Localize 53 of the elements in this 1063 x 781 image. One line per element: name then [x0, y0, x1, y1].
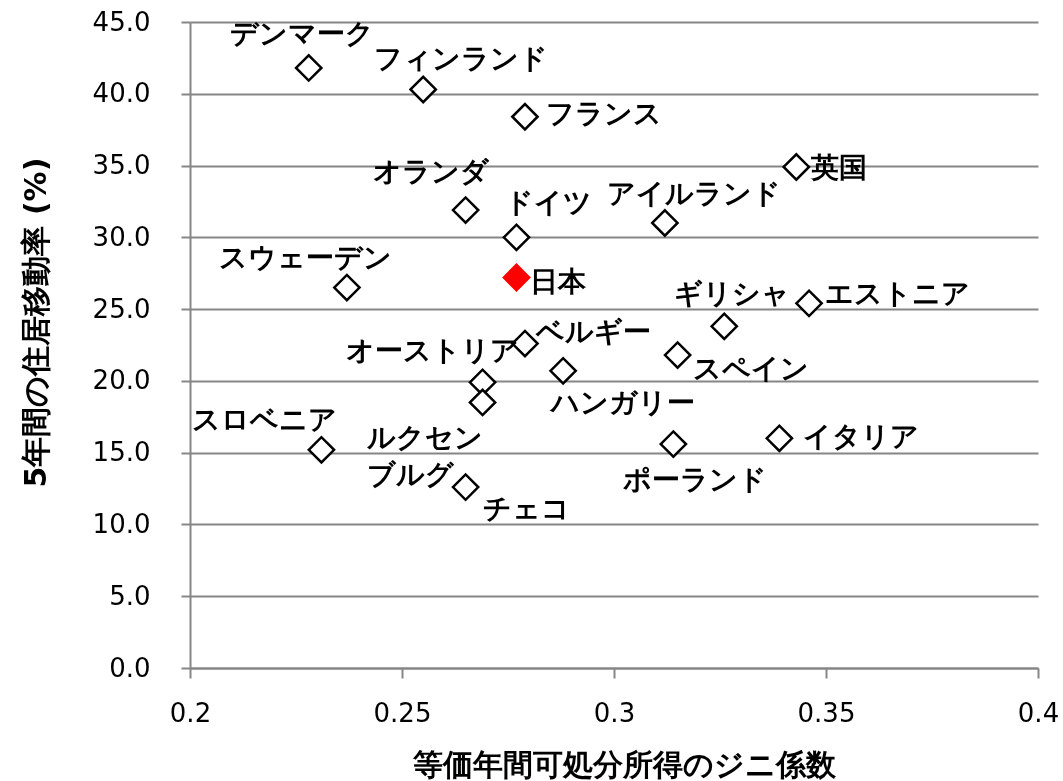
annotation: イタリア: [803, 420, 920, 454]
point: [710, 312, 739, 341]
annotation: スロベニア: [191, 402, 337, 436]
annotation: フランス: [545, 96, 662, 130]
point: [332, 273, 361, 302]
x-axis-title: 等価年間可処分所得のジニ係数: [412, 746, 837, 781]
point: [409, 75, 438, 104]
annotation: フィンランド: [374, 42, 549, 76]
annotation: ルクセンブルグ: [365, 421, 483, 492]
y-tick-label: 25.0: [92, 293, 151, 324]
annotation: ベルギー: [534, 314, 651, 348]
point: [502, 223, 531, 252]
annotation: デンマーク: [229, 16, 374, 50]
y-tick-label: 30.0: [92, 221, 151, 252]
annotation: ポーランド: [623, 463, 768, 497]
point: [451, 196, 480, 224]
annotation: エストニア: [825, 277, 971, 311]
x-tick-label: 0.3: [593, 697, 636, 728]
point: [765, 424, 794, 453]
point: [307, 435, 336, 464]
point: [782, 153, 811, 181]
annotation: ギリシャ: [674, 277, 791, 311]
point: [468, 388, 497, 417]
point: [659, 430, 688, 458]
annotation: ハンガリー: [549, 385, 696, 419]
point: [511, 102, 539, 131]
x-tick-label: 0.2: [169, 697, 212, 728]
y-tick-label: 40.0: [92, 78, 151, 109]
y-tick-label: 15.0: [92, 437, 151, 468]
y-tick-label: 5.0: [109, 580, 151, 611]
y-tick-label: 0.0: [109, 652, 151, 683]
annotation: アイルランド: [606, 176, 781, 210]
point: [650, 209, 679, 237]
y-tick-label: 10.0: [92, 508, 151, 539]
point: [549, 356, 578, 385]
y-tick-label: 45.0: [92, 6, 151, 37]
y-tick-label: 35.0: [92, 150, 151, 181]
point: [795, 289, 823, 318]
annotation: ドイツ: [504, 186, 592, 220]
y-tick-label: 20.0: [92, 365, 151, 396]
point: [294, 54, 323, 82]
annotation: スペイン: [692, 352, 809, 386]
x-tick-label: 0.25: [373, 697, 432, 728]
annotation: チェコ: [482, 492, 570, 526]
point: [502, 263, 531, 292]
annotation: スウェーデン: [219, 240, 393, 274]
x-tick-label: 0.4: [1017, 697, 1060, 728]
point: [663, 341, 692, 369]
annotation: 日本: [530, 264, 588, 298]
annotation: 英国: [810, 150, 868, 184]
x-tick-label: 0.35: [797, 697, 856, 728]
y-axis-title: 5年間の住居移動率 (%): [17, 157, 53, 488]
annotation: オランダ: [372, 155, 490, 189]
